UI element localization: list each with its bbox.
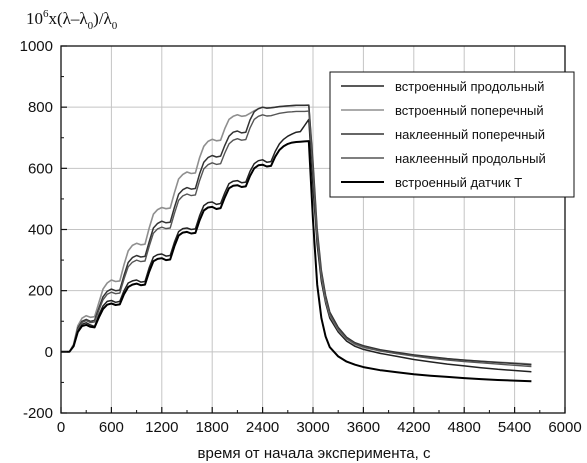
y-tick-label: 200 [28,283,53,300]
x-tick-label: 0 [57,419,65,436]
y-label-superscript: 6 [43,8,49,20]
x-tick-label: 6000 [548,419,581,436]
y-label-part-0: 10 [26,9,43,28]
series-lines [61,104,532,383]
x-tick-label: 3000 [296,419,329,436]
y-tick-label: 400 [28,222,53,239]
x-tick-label: 3600 [347,419,380,436]
series-line [61,110,532,368]
legend-label: встроенный датчик Т [395,175,522,190]
x-tick-label: 1200 [145,419,178,436]
y-tick-label: 600 [28,160,53,177]
legend: встроенный продольный встроенный поперечн… [329,71,575,198]
y-label-subscript-2: 0 [112,20,118,32]
y-tick-label: 1000 [20,38,53,55]
x-tick-label: 600 [99,419,124,436]
y-label-part-2: x(λ–λ [49,9,89,28]
x-tick-label: 5400 [498,419,531,436]
legend-label: встроенный продольный [395,79,544,94]
x-axis-label: время от начала эксперимента, с [198,445,431,462]
series-line [61,140,532,383]
y-tick-label: -200 [23,405,53,422]
series-line [61,118,532,373]
x-tick-label: 1800 [196,419,229,436]
legend-label: встроенный поперечный [395,103,544,118]
x-tick-label: 4800 [448,419,481,436]
x-tick-label: 4200 [397,419,430,436]
y-tick-labels: -200 0 200 400 600 800 1000 [20,38,53,422]
x-tick-labels: 0 600 1200 1800 2400 3000 3600 4200 4800 5400 6000 [57,419,582,436]
y-tick-label: 0 [45,344,53,361]
y-label-part-4: )/λ [93,9,112,28]
x-tick-label: 2400 [246,419,279,436]
y-axis-label: 106x(λ–λ0)/λ0 [26,8,118,32]
axis-ticks [60,45,566,414]
legend-label: наклеенный продольный [395,151,546,166]
legend-label: наклеенный поперечный [395,127,545,142]
y-tick-label: 800 [28,99,53,116]
series-line [61,104,532,366]
y-label-subscript-1: 0 [88,20,94,32]
